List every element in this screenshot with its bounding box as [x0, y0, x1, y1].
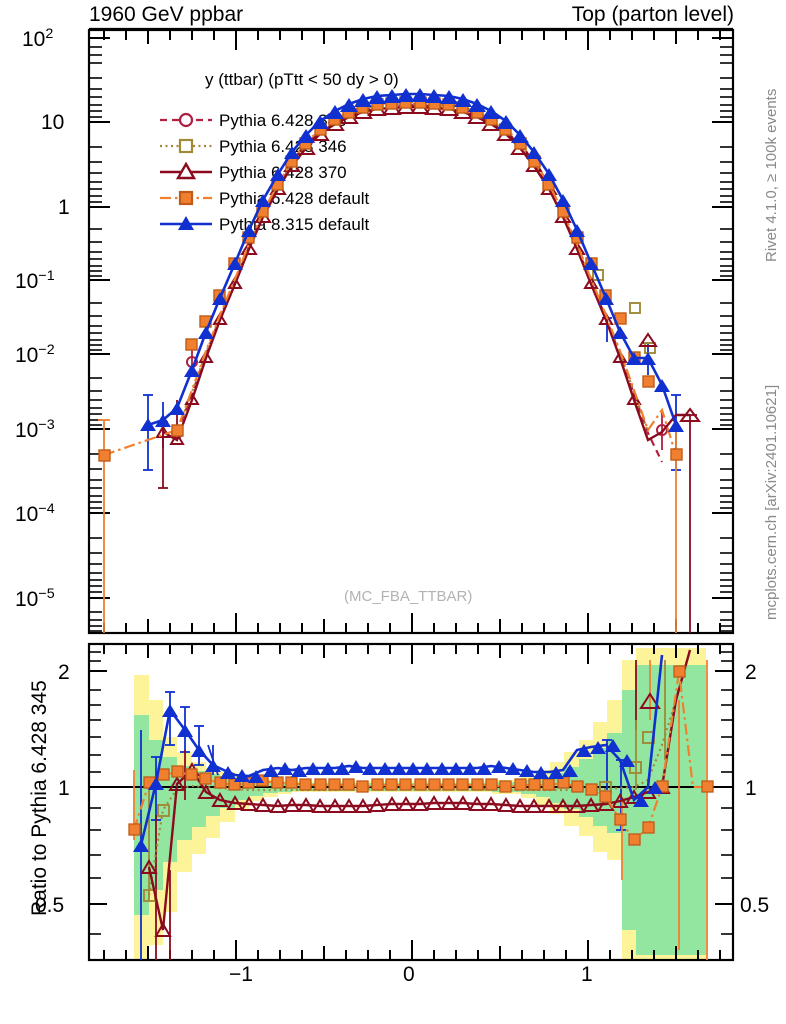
series-pythia-6428-346: [175, 102, 656, 433]
legend-key-1: [160, 138, 212, 154]
legend-key-0: [160, 112, 212, 128]
xtick-0: 0: [403, 963, 415, 986]
ratio-series-default8: [133, 654, 664, 852]
main-panel-xticks: [103, 30, 721, 633]
main-ytick-4: 10−2: [15, 342, 55, 367]
main-ytick-7: 10−5: [15, 586, 55, 611]
ratio-panel-xticks: [103, 644, 721, 960]
legend-keys: [160, 112, 212, 230]
ratio-ytick-1-left: 1: [58, 777, 70, 800]
ratio-series-group: [128, 649, 714, 960]
main-ytick-1: 10: [41, 111, 65, 134]
legend-label-2: Pythia 6.428 370: [219, 163, 347, 182]
legend-label-1: Pythia 6.428 346: [219, 137, 347, 156]
main-series-group: [98, 88, 701, 633]
ratio-ytick-2-left: 2: [58, 661, 70, 684]
main-ytick-5: 10−3: [15, 417, 55, 442]
main-panel-yticks-minor: [89, 46, 733, 632]
ratio-ytick-05-left: 0.5: [35, 894, 65, 917]
main-panel-yticks: [89, 37, 733, 599]
header-left: 1960 GeV ppbar: [89, 3, 244, 26]
main-ytick-2: 1: [58, 196, 70, 219]
legend-key-4: [160, 216, 212, 230]
legend-label-3: Pythia 6.428 default: [219, 189, 370, 208]
ratio-panel-yticks: [89, 670, 733, 905]
xtick-1: 1: [581, 963, 593, 986]
main-ytick-6: 10−4: [15, 501, 55, 526]
series-pythia-8315-default: [140, 88, 684, 432]
header-right: Top (parton level): [571, 3, 734, 26]
xtick-minus1: −1: [229, 963, 253, 986]
ratio-panel-yticks-minor: [89, 651, 733, 935]
ratio-ytick-1-right: 1: [745, 777, 757, 800]
legend-key-3: [160, 190, 212, 206]
main-ytick-3: 10−1: [15, 268, 55, 293]
ratio-ytick-05-right: 0.5: [740, 894, 770, 917]
legend-key-2: [160, 161, 212, 180]
ratio-ytick-2-right: 2: [745, 661, 757, 684]
main-plot-title: y (ttbar) (pTtt < 50 dy > 0): [205, 70, 399, 89]
analysis-watermark: (MC_FBA_TTBAR): [344, 588, 473, 605]
main-ytick-0: 102: [22, 26, 54, 51]
